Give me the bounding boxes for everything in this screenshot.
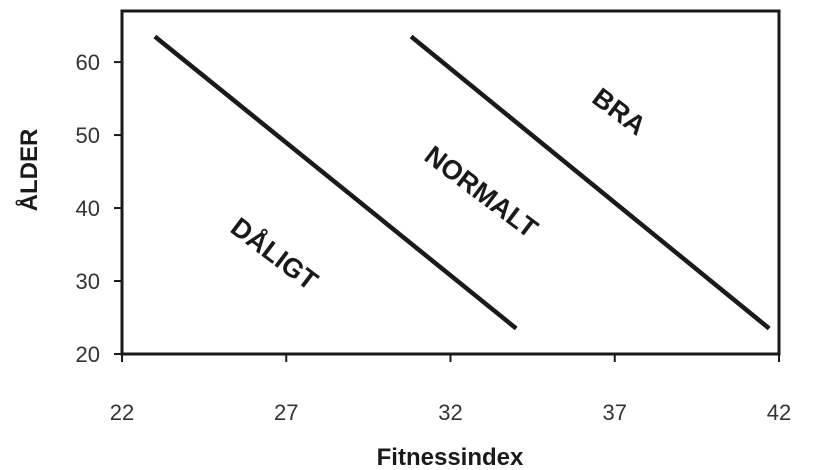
x-tick-label: 42 [767,400,791,425]
y-tick-label: 30 [76,269,100,294]
zone-label: BRA [587,82,652,141]
y-tick-label: 40 [76,196,100,221]
y-axis-ticks: 20 30 40 50 60 [76,50,122,367]
zone-label: NORMALT [419,140,544,244]
boundary-line-2 [409,34,771,331]
y-tick-label: 20 [76,342,100,367]
y-tick-label: 50 [76,123,100,148]
x-axis-title: Fitnessindex [377,444,524,470]
x-tick-label: 22 [110,400,134,425]
boundary-line-1 [153,34,518,331]
x-tick-label: 32 [438,400,462,425]
x-tick-label: 27 [274,400,298,425]
series-lines [153,34,771,331]
y-axis-title: ÅLDER [15,129,43,212]
x-tick-label: 37 [603,400,627,425]
zone-label: DÅLIGT [225,211,324,297]
x-axis-ticks: 22 27 32 37 42 [110,354,791,425]
y-tick-label: 60 [76,50,100,75]
